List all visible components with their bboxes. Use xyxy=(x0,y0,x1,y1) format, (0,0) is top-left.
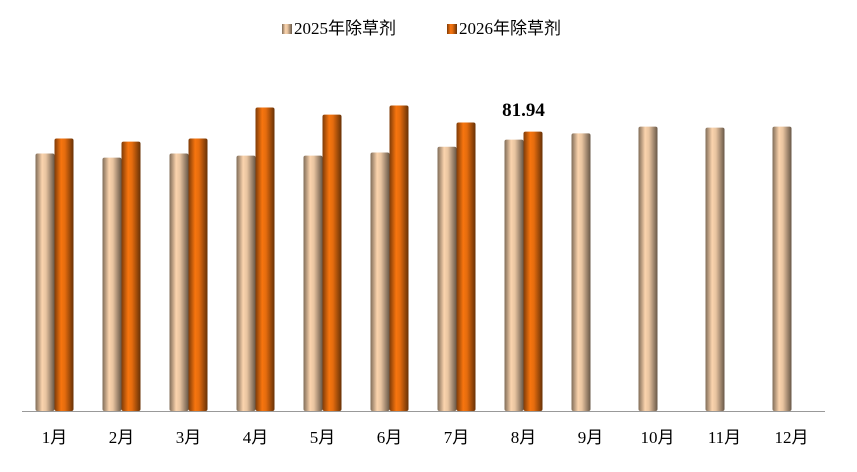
bar xyxy=(504,139,524,411)
x-tick-label: 8月 xyxy=(511,428,537,447)
legend-label: 2025年除草剂 xyxy=(294,19,396,38)
bar xyxy=(255,107,275,411)
bar xyxy=(169,153,189,412)
x-tick-label: 5月 xyxy=(310,428,336,447)
bar xyxy=(121,141,141,412)
bar xyxy=(389,105,409,412)
bar xyxy=(370,152,390,411)
x-tick-label: 10月 xyxy=(641,428,675,447)
bar xyxy=(437,146,457,411)
bar xyxy=(523,131,543,411)
bar xyxy=(35,153,55,412)
data-label: 81.94 xyxy=(502,100,545,121)
bar xyxy=(571,133,591,411)
x-tick-label: 3月 xyxy=(176,428,202,447)
bar xyxy=(322,114,342,412)
bar xyxy=(102,157,122,411)
x-tick-label: 11月 xyxy=(708,428,741,447)
x-tick-label: 2月 xyxy=(109,428,135,447)
x-tick-label: 6月 xyxy=(377,428,403,447)
bar xyxy=(456,122,476,411)
x-tick-label: 7月 xyxy=(444,428,470,447)
bar xyxy=(236,155,256,411)
legend-swatch xyxy=(447,24,457,34)
bar xyxy=(188,138,208,411)
x-tick-label: 1月 xyxy=(42,428,68,447)
bar xyxy=(705,127,725,411)
x-tick-label: 9月 xyxy=(578,428,604,447)
legend-swatch xyxy=(282,24,292,34)
x-tick-label: 12月 xyxy=(775,428,809,447)
plot-area xyxy=(35,105,792,412)
bar xyxy=(54,138,74,411)
bar xyxy=(303,155,323,411)
x-tick-label: 4月 xyxy=(243,428,269,447)
bar xyxy=(772,126,792,411)
legend-label: 2026年除草剂 xyxy=(459,19,561,38)
bar xyxy=(638,126,658,411)
